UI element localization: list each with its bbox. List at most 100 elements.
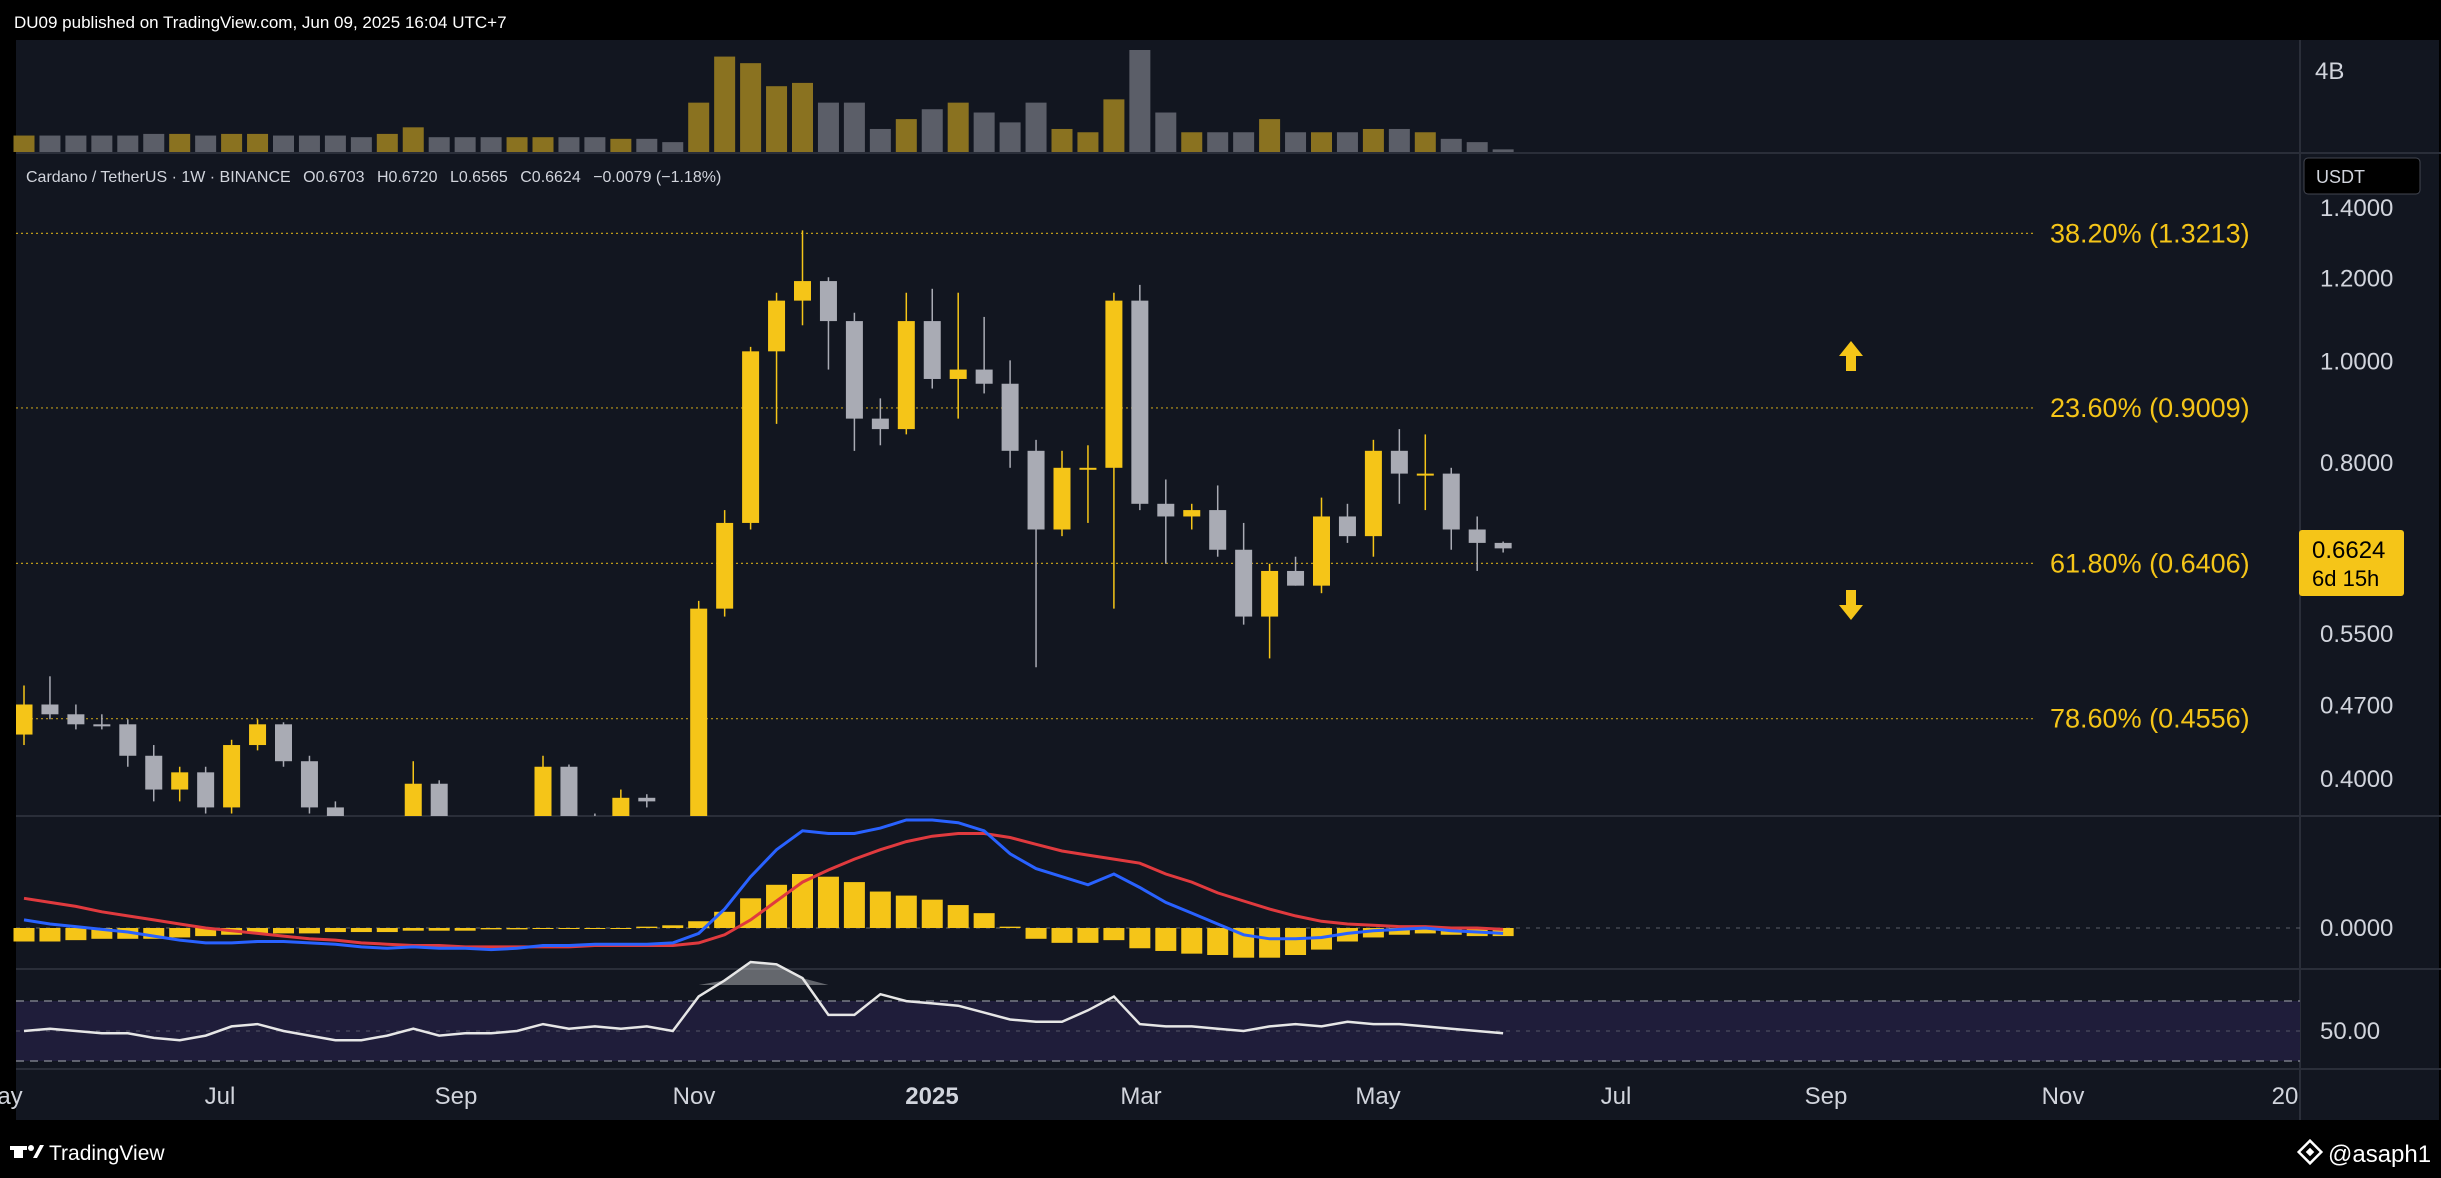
macd-histogram-bar — [1155, 928, 1177, 951]
signal-line — [23, 832, 1504, 949]
volume-bar — [506, 137, 528, 152]
macd-histogram-bar — [480, 928, 502, 930]
candle-body — [871, 418, 889, 430]
legend-high: H0.6720 — [377, 169, 438, 186]
volume-bar — [636, 138, 658, 152]
candle-body — [1494, 542, 1512, 549]
volume-bar — [169, 133, 191, 152]
volume-bar — [350, 137, 372, 152]
volume-bar — [273, 135, 294, 152]
volume-bar — [817, 102, 839, 152]
macd-histogram-bar — [1077, 928, 1099, 943]
rsi-line — [23, 960, 1504, 1042]
volume-bar — [247, 133, 269, 152]
volume-bar — [1440, 138, 1462, 152]
volume-bar — [480, 137, 502, 152]
candle-body — [171, 772, 189, 790]
macd-histogram-bar — [1414, 928, 1436, 934]
candle-body — [67, 714, 85, 725]
legend-low: L0.6565 — [450, 169, 508, 186]
fib-label-0: 38.20% (1.3213) — [2050, 218, 2250, 248]
macd-histogram-bar — [65, 928, 87, 941]
volume-bar — [39, 135, 61, 152]
macd-histogram-bar — [1388, 928, 1410, 935]
macd-histogram-bar — [921, 899, 943, 928]
time-tick-label: Nov — [673, 1083, 716, 1110]
macd-histogram-bar — [532, 928, 554, 929]
fib-label-3: 78.60% (0.4556) — [2050, 704, 2250, 734]
candle-body — [326, 807, 344, 816]
candle-body — [16, 704, 33, 735]
candle-body — [1053, 467, 1071, 530]
time-tick-label: 20 — [2272, 1083, 2299, 1110]
price-tick-label: 0.5500 — [2320, 621, 2393, 648]
candle-body — [1390, 450, 1408, 474]
footer-author[interactable]: @asaph1 — [2328, 1141, 2431, 1168]
volume-bar — [1492, 149, 1514, 152]
footer-brand[interactable]: TradingView — [49, 1142, 165, 1165]
macd-histogram-bar — [454, 928, 476, 931]
macd-histogram-bar — [688, 921, 710, 928]
volume-bar — [65, 135, 87, 152]
time-tick-label: Mar — [1120, 1083, 1161, 1110]
macd-histogram-bar — [91, 928, 113, 939]
candle-body — [768, 300, 786, 352]
fib-label-2: 61.80% (0.6406) — [2050, 548, 2250, 578]
candle-body — [560, 766, 578, 816]
candle-body — [1261, 570, 1279, 617]
candle-body — [819, 281, 837, 322]
volume-bar — [921, 109, 943, 152]
candle-body — [1001, 383, 1019, 451]
currency-badge[interactable] — [2303, 157, 2421, 195]
time-tick-label: May — [1355, 1083, 1400, 1110]
volume-bar — [843, 102, 865, 152]
candle-body — [534, 766, 552, 816]
volume-bar — [324, 135, 346, 152]
macd-histogram-bar — [350, 928, 372, 933]
volume-bar — [195, 135, 217, 152]
current-price-badge — [2299, 530, 2404, 596]
candle-body — [612, 797, 630, 816]
rsi-indicator — [23, 960, 1504, 1042]
time-tick-label: Jul — [1601, 1083, 1632, 1110]
candle-body — [716, 522, 734, 609]
time-tick-label: Jul — [205, 1083, 236, 1110]
price-tick-label: 0.4700 — [2320, 692, 2393, 719]
candle-body — [845, 321, 863, 419]
current-price-label: 0.6624 — [2312, 537, 2385, 564]
macd-histogram-bar — [610, 928, 632, 929]
macd-histogram-bar — [13, 928, 35, 942]
volume-bar — [1181, 132, 1203, 152]
macd-histogram-bar — [973, 913, 995, 928]
candle-body — [1442, 473, 1460, 530]
macd-histogram-bar — [1285, 928, 1307, 955]
candle-body — [975, 369, 993, 384]
volume-bar — [792, 82, 813, 152]
candle-body — [119, 724, 137, 756]
macd-histogram-bar — [402, 928, 424, 931]
candle-body — [742, 351, 760, 523]
candle-group — [16, 230, 1512, 816]
macd-histogram-bar — [843, 882, 865, 928]
candle-body — [1338, 516, 1356, 537]
fib-label-1: 23.60% (0.9009) — [2050, 393, 2250, 423]
macd-histogram-bar — [817, 876, 839, 928]
volume-bar — [895, 119, 917, 152]
volume-axis-label: 4B — [2315, 58, 2344, 85]
candle-body — [1183, 510, 1201, 517]
candle-body — [93, 724, 111, 727]
macd-histogram-bar — [298, 928, 320, 934]
time-tick-label: Sep — [435, 1083, 478, 1110]
volume-bar — [117, 135, 139, 152]
macd-histogram-bar — [636, 926, 658, 928]
volume-bar — [662, 142, 684, 152]
macd-histogram-bar — [947, 905, 969, 928]
volume-bar — [13, 135, 35, 152]
currency-badge-label: USDT — [2316, 167, 2365, 187]
candle-body — [249, 724, 267, 746]
macd-histogram-bar — [273, 928, 294, 934]
macd-histogram-bar — [1259, 928, 1281, 958]
volume-bar — [688, 102, 710, 152]
